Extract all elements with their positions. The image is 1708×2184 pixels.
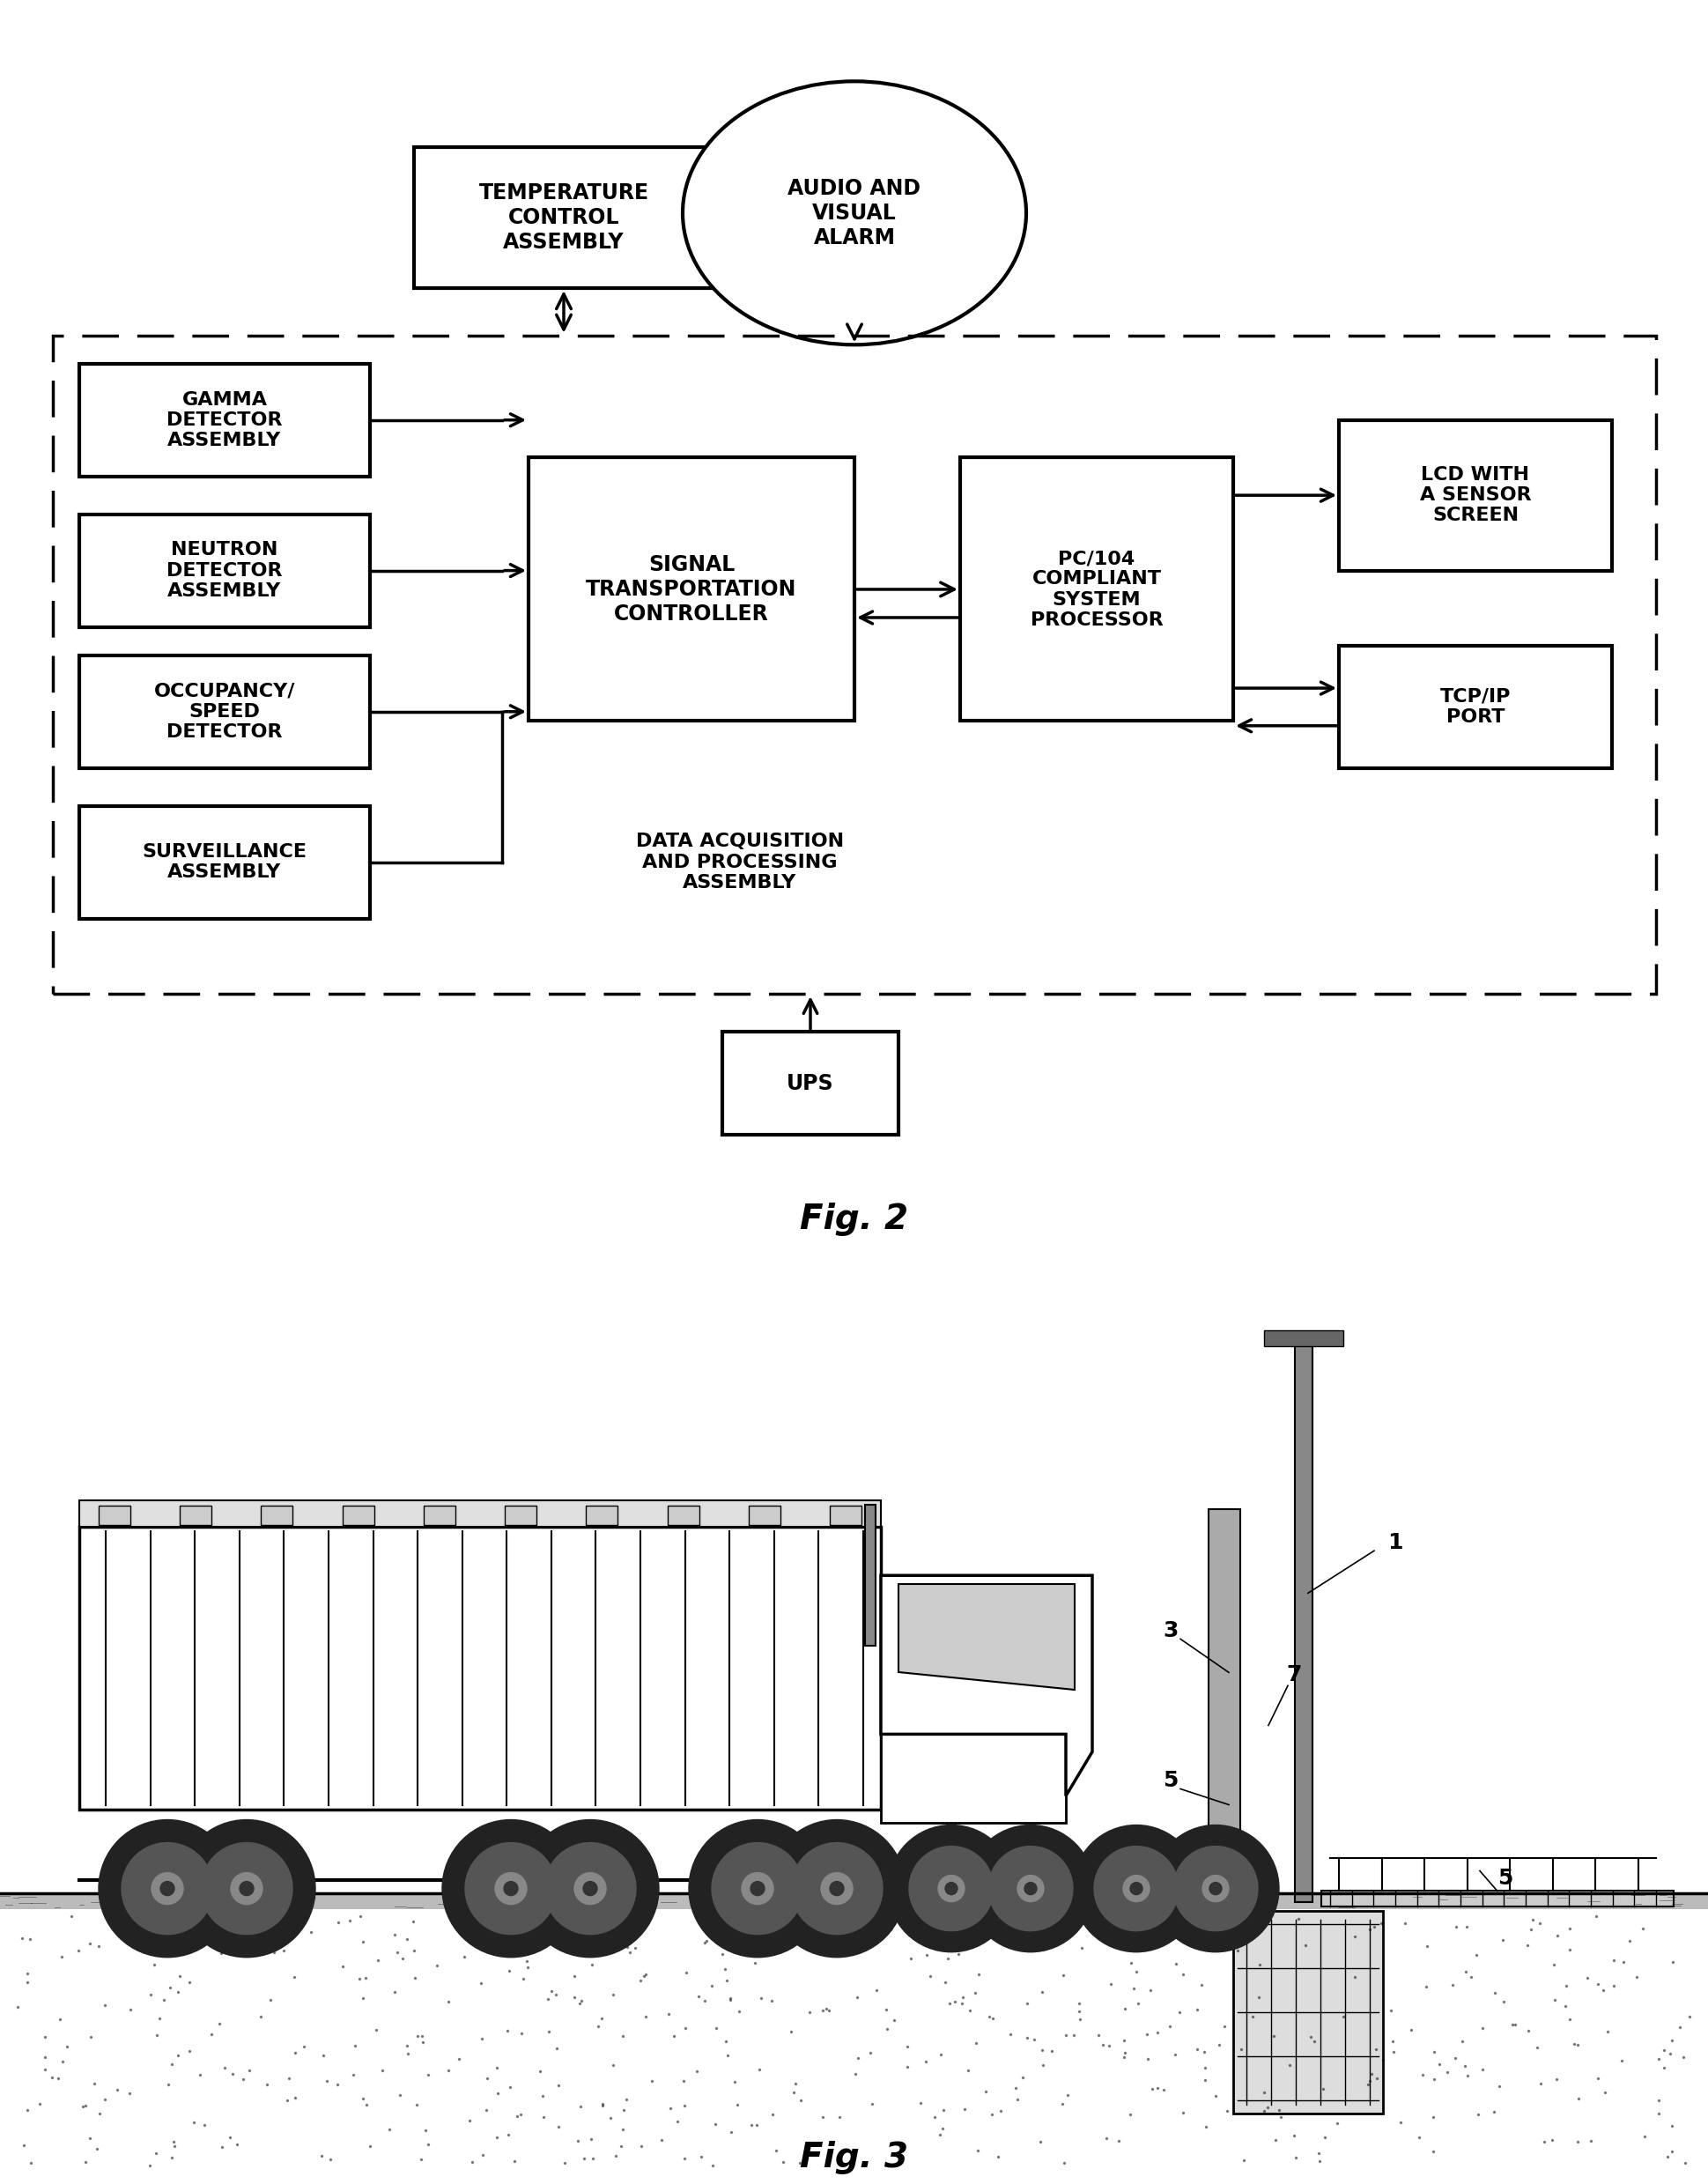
Bar: [424, 1505, 454, 1524]
Bar: [1339, 419, 1611, 570]
Circle shape: [178, 1819, 316, 1957]
Circle shape: [121, 1843, 214, 1935]
Bar: [748, 1505, 781, 1524]
Text: TCP/IP
PORT: TCP/IP PORT: [1440, 688, 1510, 725]
Text: NEUTRON
DETECTOR
ASSEMBLY: NEUTRON DETECTOR ASSEMBLY: [167, 542, 282, 601]
Bar: [79, 655, 369, 769]
Circle shape: [967, 1826, 1093, 1952]
Bar: [79, 363, 369, 476]
Text: DATA ACQUISITION
AND PROCESSING
ASSEMBLY: DATA ACQUISITION AND PROCESSING ASSEMBLY: [635, 832, 844, 891]
Bar: [413, 146, 714, 288]
Bar: [79, 1527, 880, 1808]
Circle shape: [504, 1880, 518, 1896]
Text: SURVEILLANCE
ASSEMBLY: SURVEILLANCE ASSEMBLY: [142, 843, 307, 880]
Bar: [79, 806, 369, 919]
Bar: [342, 1505, 374, 1524]
Circle shape: [231, 1872, 263, 1904]
Bar: [1320, 1891, 1672, 1907]
Circle shape: [202, 1843, 292, 1935]
Circle shape: [1093, 1845, 1179, 1931]
Circle shape: [1023, 1883, 1037, 1896]
Bar: [880, 1734, 1066, 1821]
Bar: [528, 459, 854, 721]
Text: TEMPERATURE
CONTROL
ASSEMBLY: TEMPERATURE CONTROL ASSEMBLY: [478, 183, 649, 253]
Circle shape: [1073, 1826, 1199, 1952]
Circle shape: [820, 1872, 852, 1904]
Bar: [1264, 1330, 1342, 1345]
Circle shape: [99, 1819, 236, 1957]
Text: 5: 5: [1161, 1771, 1177, 1791]
Circle shape: [830, 1880, 844, 1896]
Bar: [1208, 1509, 1240, 1898]
Bar: [722, 1031, 898, 1136]
Bar: [586, 1505, 618, 1524]
Bar: [864, 1505, 874, 1647]
Text: SIGNAL
TRANSPORTATION
CONTROLLER: SIGNAL TRANSPORTATION CONTROLLER: [586, 555, 796, 625]
Text: LCD WITH
A SENSOR
SCREEN: LCD WITH A SENSOR SCREEN: [1419, 465, 1530, 524]
Bar: [1339, 646, 1611, 769]
Bar: [79, 1500, 880, 1527]
Circle shape: [888, 1826, 1015, 1952]
Circle shape: [1202, 1876, 1228, 1902]
Bar: [179, 1505, 212, 1524]
Circle shape: [239, 1880, 253, 1896]
Bar: [99, 1505, 130, 1524]
Bar: [666, 1505, 699, 1524]
Bar: [504, 1505, 536, 1524]
Circle shape: [1173, 1845, 1257, 1931]
Bar: [960, 459, 1233, 721]
Bar: [261, 1505, 292, 1524]
Polygon shape: [898, 1583, 1074, 1690]
Circle shape: [465, 1843, 557, 1935]
Circle shape: [582, 1880, 596, 1896]
Text: Fig. 2: Fig. 2: [799, 1203, 909, 1236]
Bar: [79, 513, 369, 627]
Text: GAMMA
DETECTOR
ASSEMBLY: GAMMA DETECTOR ASSEMBLY: [167, 391, 282, 450]
Circle shape: [495, 1872, 526, 1904]
Bar: [1295, 1337, 1312, 1902]
Circle shape: [521, 1819, 659, 1957]
Circle shape: [1016, 1876, 1044, 1902]
Circle shape: [545, 1843, 635, 1935]
Circle shape: [161, 1880, 174, 1896]
Circle shape: [574, 1872, 606, 1904]
Bar: [830, 1505, 861, 1524]
Circle shape: [1122, 1876, 1149, 1902]
Circle shape: [750, 1880, 763, 1896]
Text: OCCUPANCY/
SPEED
DETECTOR: OCCUPANCY/ SPEED DETECTOR: [154, 681, 295, 740]
Text: AUDIO AND
VISUAL
ALARM: AUDIO AND VISUAL ALARM: [787, 177, 921, 249]
Circle shape: [152, 1872, 183, 1904]
Bar: [1233, 1911, 1382, 2114]
Circle shape: [767, 1819, 905, 1957]
Text: Fig. 3: Fig. 3: [799, 2140, 909, 2175]
Text: PC/104
COMPLIANT
SYSTEM
PROCESSOR: PC/104 COMPLIANT SYSTEM PROCESSOR: [1030, 550, 1163, 629]
Text: 1: 1: [1387, 1533, 1402, 1553]
Circle shape: [442, 1819, 579, 1957]
Circle shape: [909, 1845, 992, 1931]
Circle shape: [791, 1843, 881, 1935]
Bar: [0, 1894, 1708, 1909]
Circle shape: [938, 1876, 963, 1902]
Circle shape: [1209, 1883, 1221, 1896]
Text: 3: 3: [1161, 1621, 1177, 1642]
Circle shape: [711, 1843, 803, 1935]
Circle shape: [945, 1883, 956, 1896]
Text: UPS: UPS: [786, 1072, 834, 1094]
Circle shape: [1129, 1883, 1143, 1896]
Circle shape: [1151, 1826, 1278, 1952]
Ellipse shape: [681, 81, 1027, 345]
Circle shape: [688, 1819, 827, 1957]
Text: 5: 5: [1496, 1867, 1512, 1889]
Polygon shape: [880, 1575, 1091, 1795]
Text: 7: 7: [1286, 1664, 1301, 1686]
Bar: [53, 336, 1655, 994]
Circle shape: [741, 1872, 774, 1904]
Circle shape: [987, 1845, 1073, 1931]
